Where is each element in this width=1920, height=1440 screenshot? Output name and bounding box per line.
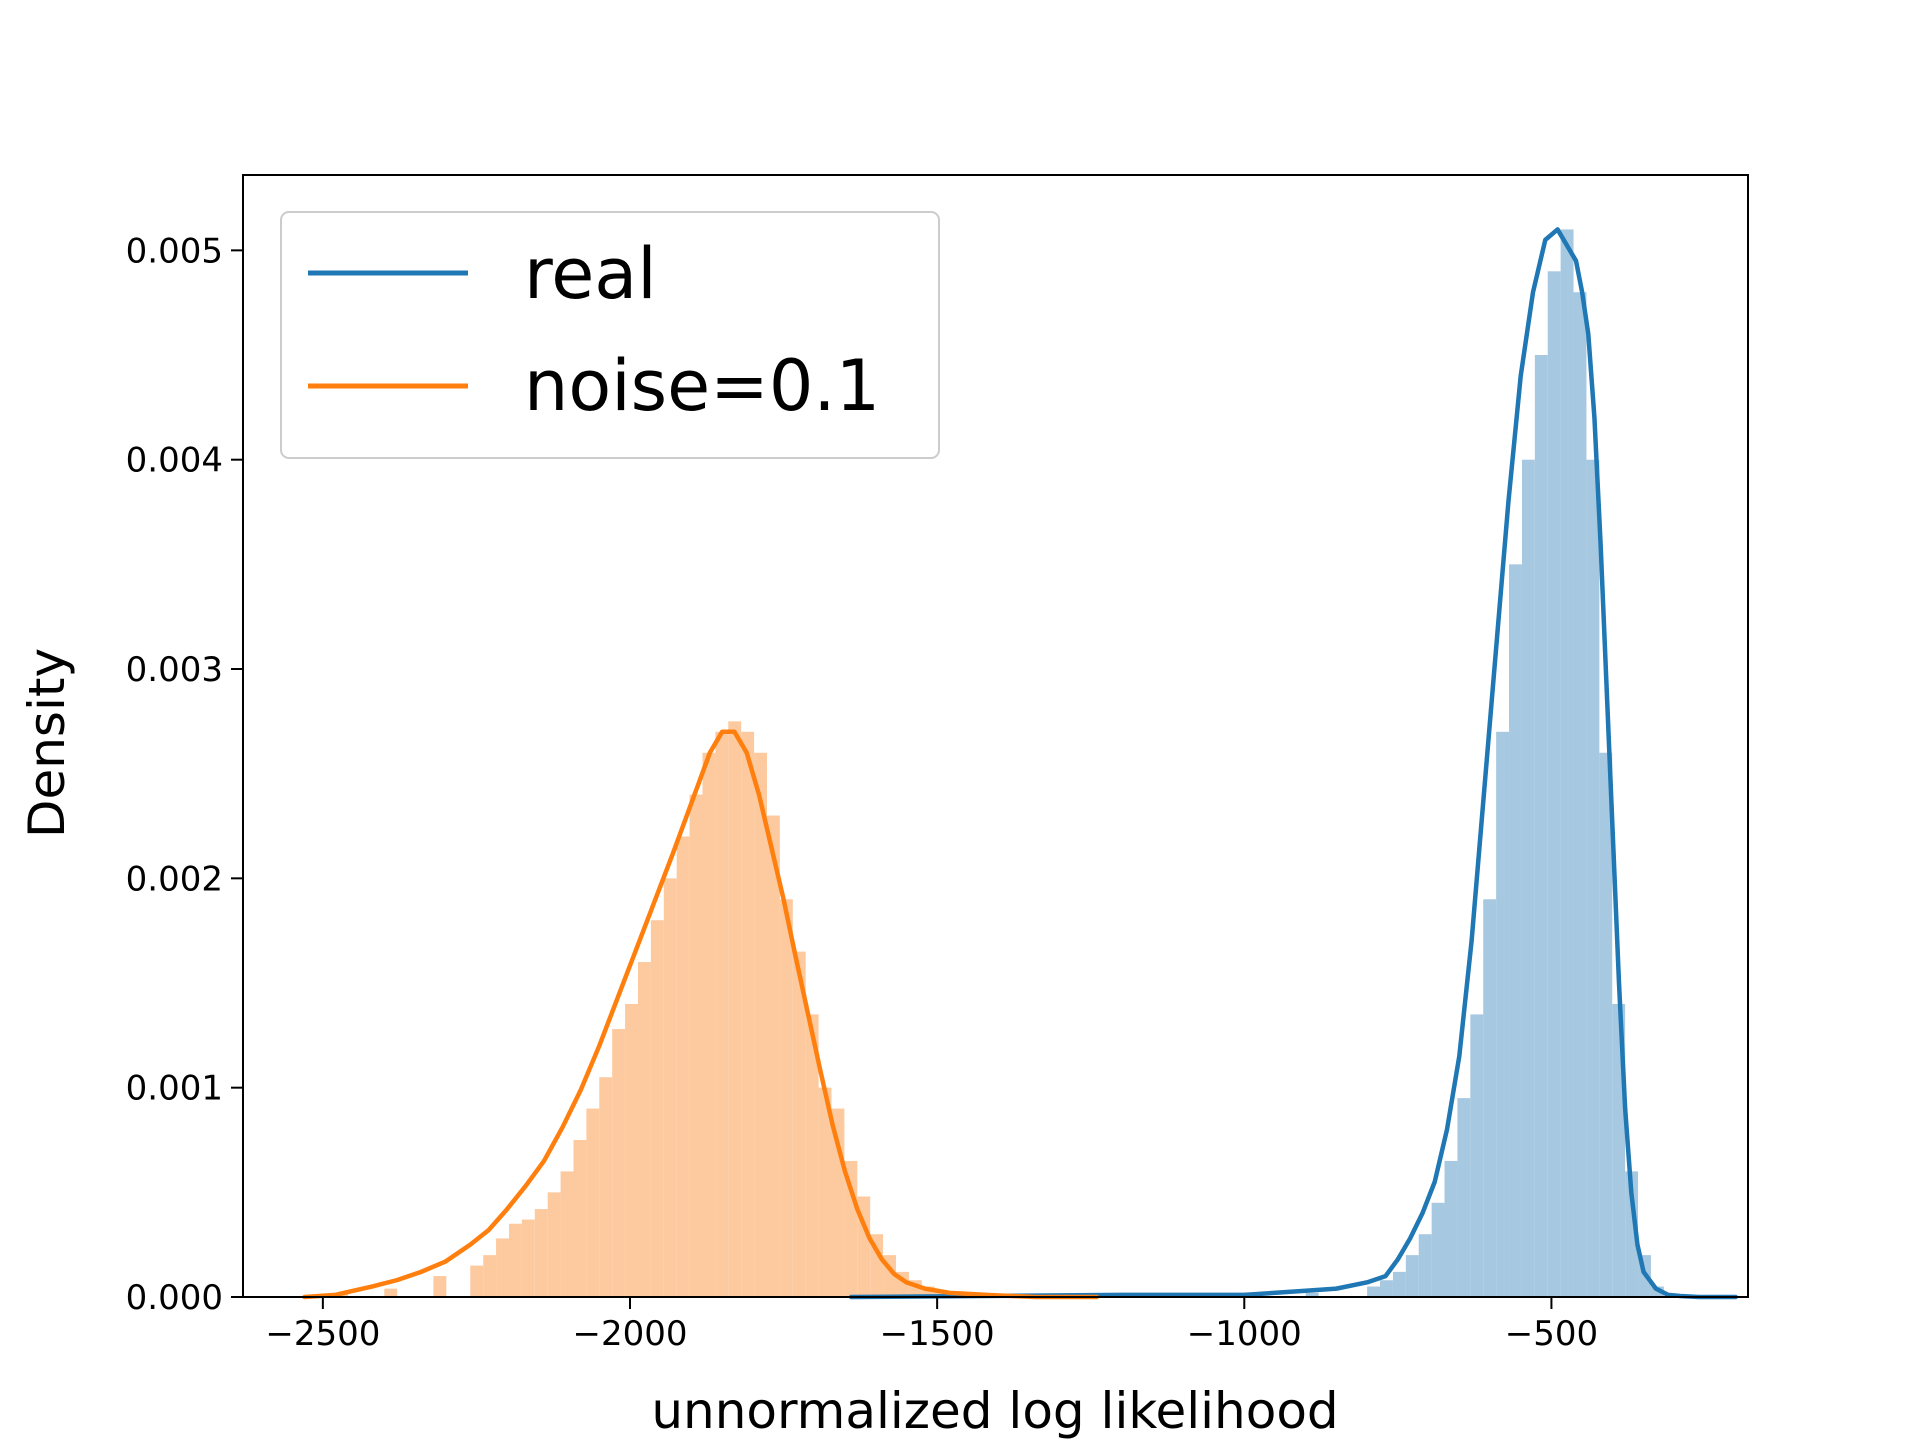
histogram-bar	[1305, 1292, 1319, 1297]
histogram-bar	[1599, 752, 1613, 1297]
histogram-bar	[1483, 899, 1497, 1297]
histogram-bar	[754, 752, 767, 1297]
histogram-bar	[663, 878, 677, 1297]
histogram-bar	[521, 1219, 535, 1297]
histogram-bar	[805, 1014, 819, 1297]
histogram-bar	[599, 1077, 613, 1297]
plot-area	[302, 227, 1738, 1300]
histogram-bar	[934, 1290, 948, 1297]
histogram-bar	[1625, 1171, 1639, 1297]
x-tick-label: −2500	[265, 1314, 380, 1354]
histogram-bar	[483, 1255, 497, 1297]
y-axis-label: Density	[18, 648, 76, 838]
histogram-noise	[335, 721, 948, 1297]
axes-frame	[242, 174, 1749, 1298]
histogram-bar	[676, 836, 690, 1297]
histogram-bar	[1392, 1271, 1406, 1297]
histogram-bar	[560, 1171, 574, 1297]
histogram-bar	[766, 815, 780, 1297]
histogram-bar	[496, 1238, 509, 1297]
histogram-bar	[779, 899, 793, 1297]
histogram-bar	[702, 752, 716, 1297]
histogram-bar	[818, 1087, 832, 1297]
histogram-bar	[637, 962, 651, 1297]
histogram-bar	[508, 1223, 522, 1297]
histogram-bar	[1547, 271, 1561, 1297]
histogram-bar	[384, 1288, 398, 1297]
histogram-bar	[921, 1286, 935, 1297]
histogram-bar	[1496, 731, 1510, 1297]
y-tick-label: 0.000	[126, 1278, 223, 1318]
histogram-bar	[547, 1192, 561, 1297]
histogram-bar	[612, 1029, 626, 1297]
x-tick-label: −500	[1505, 1314, 1598, 1354]
y-tick-label: 0.003	[126, 650, 223, 690]
histogram-bar	[625, 1003, 638, 1297]
histogram-bar	[728, 721, 742, 1297]
y-axis: 0.000 0.001 0.002 0.003 0.004 0.005	[126, 231, 243, 1318]
y-tick-label: 0.001	[126, 1069, 223, 1109]
histogram-bar	[433, 1276, 447, 1297]
histogram-bar	[470, 1265, 484, 1297]
histogram-bar	[1367, 1286, 1381, 1297]
histogram-bar	[1431, 1202, 1445, 1297]
histogram-bar	[689, 794, 703, 1297]
x-axis-label: unnormalized log likelihood	[651, 1382, 1338, 1440]
histogram-bar	[1418, 1234, 1432, 1297]
legend-label-real: real	[524, 233, 657, 315]
x-tick-label: −2000	[572, 1314, 687, 1354]
histogram-bar	[650, 920, 664, 1297]
histogram-bar	[1405, 1255, 1419, 1297]
histogram-bar	[1560, 229, 1574, 1298]
kde-line-noise	[302, 729, 1100, 1300]
y-tick-label: 0.005	[126, 231, 223, 271]
histogram-bar	[1586, 459, 1600, 1297]
histogram-bar	[1534, 355, 1548, 1297]
histogram-bar	[1573, 292, 1587, 1298]
histogram-bar	[741, 731, 755, 1297]
legend: real noise=0.1	[280, 211, 940, 459]
kde-line-real	[848, 227, 1738, 1300]
histogram-bar	[1380, 1280, 1393, 1297]
histogram-bar	[870, 1234, 884, 1297]
histogram-bar	[1470, 1014, 1484, 1297]
y-tick-label: 0.002	[126, 859, 223, 899]
x-tick-label: −1500	[880, 1314, 995, 1354]
histogram-bar	[715, 731, 729, 1297]
histogram-bar	[586, 1108, 600, 1297]
histogram-bar	[534, 1209, 548, 1297]
legend-label-noise: noise=0.1	[524, 345, 880, 427]
histogram-bar	[1509, 564, 1522, 1297]
histogram-bar	[792, 951, 806, 1297]
y-tick-label: 0.004	[126, 441, 223, 481]
histogram-bar	[1457, 1098, 1471, 1297]
x-axis: −2500 −2000 −1500 −1000 −500	[265, 1297, 1598, 1354]
histogram-bar	[573, 1140, 587, 1297]
x-tick-label: −1000	[1187, 1314, 1302, 1354]
histogram-bar	[1521, 459, 1535, 1297]
histogram-bar	[1444, 1160, 1458, 1297]
histogram-real	[1244, 229, 1664, 1298]
